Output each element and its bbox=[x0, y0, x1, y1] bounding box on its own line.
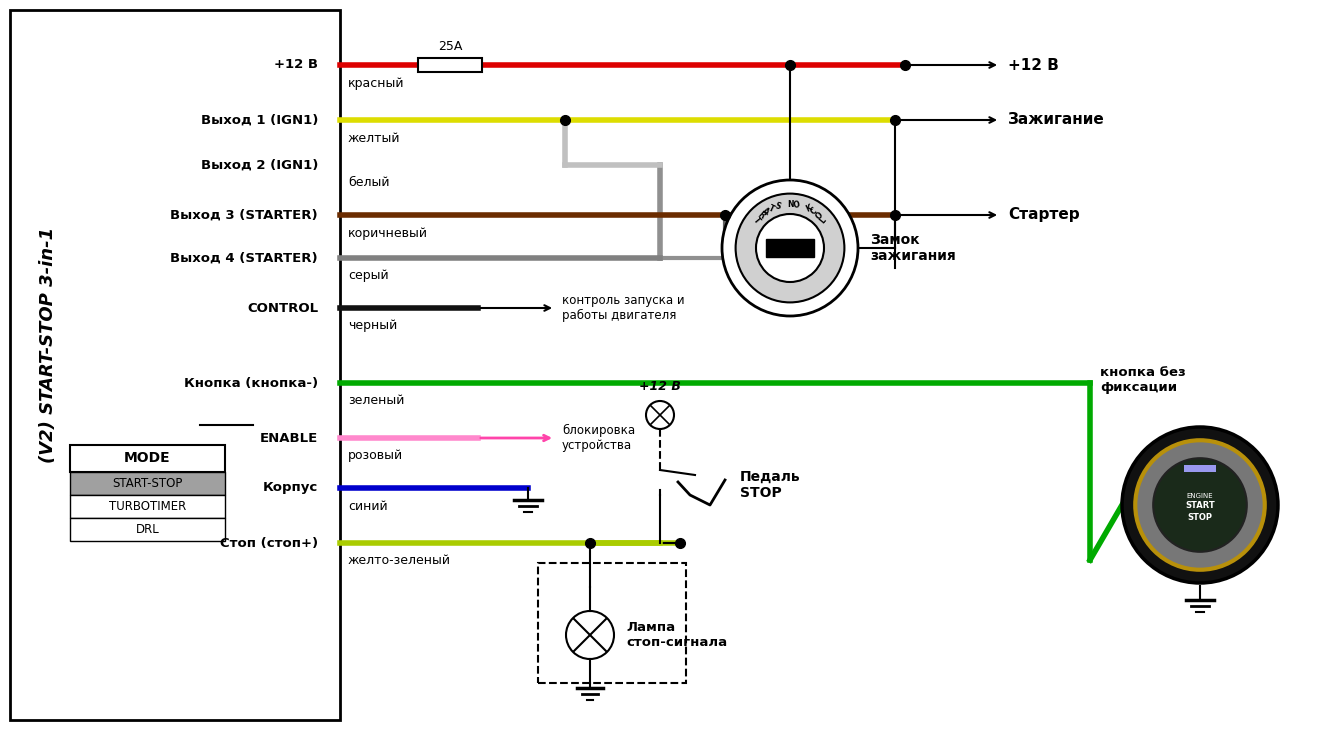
Text: O: O bbox=[792, 200, 800, 210]
Text: Выход 4 (STARTER): Выход 4 (STARTER) bbox=[171, 251, 317, 265]
Text: Корпус: Корпус bbox=[263, 482, 317, 494]
Text: O: O bbox=[814, 210, 824, 221]
Text: Кнопка (кнопка-): Кнопка (кнопка-) bbox=[184, 376, 317, 389]
Text: +12 В: +12 В bbox=[1009, 58, 1059, 73]
Text: CONTROL: CONTROL bbox=[247, 302, 317, 314]
Text: T: T bbox=[767, 203, 776, 214]
Circle shape bbox=[735, 194, 844, 302]
Text: ENGINE: ENGINE bbox=[1187, 493, 1214, 499]
Circle shape bbox=[722, 180, 858, 316]
Text: Стоп (стоп+): Стоп (стоп+) bbox=[220, 536, 317, 550]
Text: START: START bbox=[1185, 502, 1215, 511]
Text: черный: черный bbox=[348, 320, 398, 332]
Circle shape bbox=[646, 401, 674, 429]
Text: DRL: DRL bbox=[136, 523, 159, 536]
Text: белый: белый bbox=[348, 176, 390, 190]
Bar bbox=[69, 518, 225, 541]
Text: желтый: желтый bbox=[348, 131, 400, 145]
Text: R: R bbox=[756, 210, 766, 220]
Text: Зажигание: Зажигание bbox=[1009, 112, 1105, 128]
Text: (V2) START-STOP 3-in-1: (V2) START-STOP 3-in-1 bbox=[39, 227, 57, 463]
Bar bbox=[538, 563, 686, 683]
Text: ENABLE: ENABLE bbox=[260, 431, 317, 445]
Text: красный: красный bbox=[348, 76, 404, 89]
Text: зеленый: зеленый bbox=[348, 394, 404, 407]
Bar bbox=[69, 495, 225, 518]
Text: S: S bbox=[774, 201, 782, 211]
Text: A: A bbox=[762, 206, 771, 217]
Text: Выход 3 (STARTER): Выход 3 (STARTER) bbox=[171, 209, 317, 221]
Text: контроль запуска и
работы двигателя: контроль запуска и работы двигателя bbox=[562, 294, 684, 322]
Text: блокировка
устройства: блокировка устройства bbox=[562, 424, 635, 452]
Text: T: T bbox=[751, 215, 762, 225]
Text: коричневый: коричневый bbox=[348, 226, 428, 239]
Text: +12 В: +12 В bbox=[639, 380, 680, 393]
Text: розовый: розовый bbox=[348, 449, 403, 463]
Text: MODE: MODE bbox=[124, 452, 171, 466]
Text: C: C bbox=[810, 206, 819, 217]
Text: +12 B: +12 B bbox=[273, 58, 317, 71]
Text: K: K bbox=[804, 203, 812, 214]
Text: STOP: STOP bbox=[1187, 512, 1213, 521]
Text: Выход 2 (IGN1): Выход 2 (IGN1) bbox=[200, 158, 317, 172]
Text: Выход 1 (IGN1): Выход 1 (IGN1) bbox=[200, 113, 317, 127]
Text: L: L bbox=[818, 215, 828, 225]
Text: кнопка без
фиксации: кнопка без фиксации bbox=[1101, 366, 1186, 394]
Text: серый: серый bbox=[348, 269, 388, 283]
Text: START-STOP: START-STOP bbox=[112, 477, 183, 490]
Circle shape bbox=[1153, 458, 1247, 552]
Circle shape bbox=[566, 611, 614, 659]
Text: N: N bbox=[787, 200, 794, 209]
Text: Лампа
стоп-сигнала: Лампа стоп-сигнала bbox=[626, 621, 727, 649]
Bar bbox=[69, 445, 225, 472]
Bar bbox=[69, 472, 225, 495]
Text: 25A: 25A bbox=[438, 40, 462, 53]
Text: Замок
зажигания: Замок зажигания bbox=[870, 233, 955, 263]
Circle shape bbox=[756, 214, 824, 282]
Text: Педаль
STOP: Педаль STOP bbox=[740, 470, 800, 500]
Text: желто-зеленый: желто-зеленый bbox=[348, 554, 451, 568]
Bar bbox=[1185, 465, 1217, 472]
Circle shape bbox=[1122, 427, 1278, 583]
Text: Стартер: Стартер bbox=[1009, 208, 1079, 223]
Text: синий: синий bbox=[348, 500, 388, 512]
Bar bbox=[418, 58, 482, 72]
Text: TURBOTIMER: TURBOTIMER bbox=[109, 500, 187, 513]
Bar bbox=[766, 239, 814, 257]
Bar bbox=[9, 10, 340, 720]
Circle shape bbox=[1135, 440, 1265, 570]
